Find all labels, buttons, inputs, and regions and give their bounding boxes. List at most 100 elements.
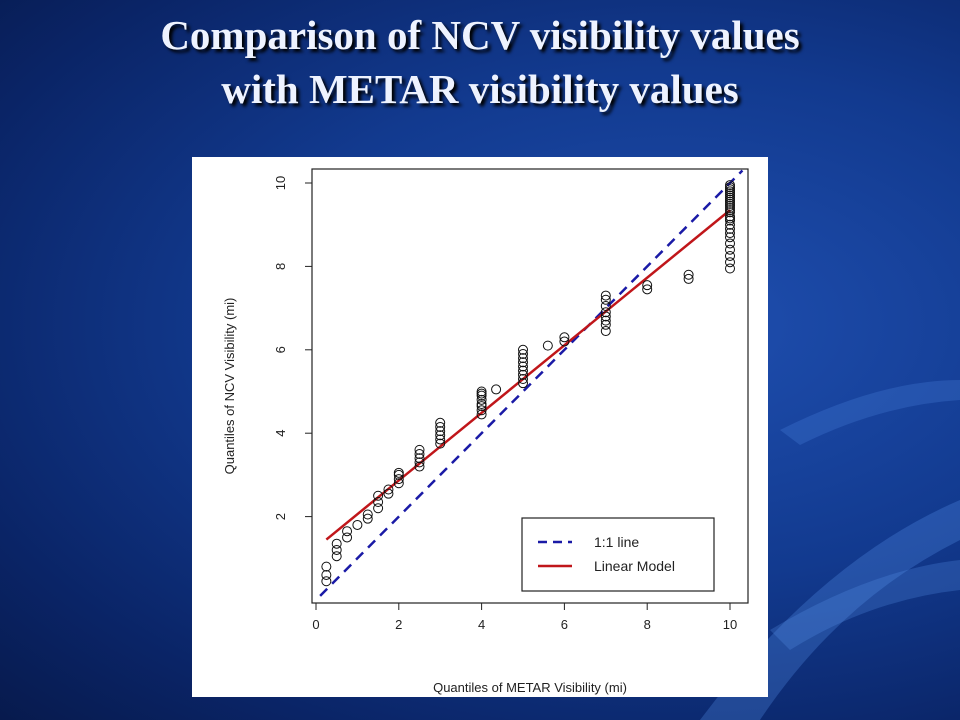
data-point [373, 503, 384, 514]
data-point [491, 384, 502, 395]
data-point [600, 326, 611, 337]
qq-plot: 0 2 4 6 8 10 2 4 6 8 10 Quantiles of METAR Visibil… [222, 168, 749, 695]
data-point [518, 353, 528, 364]
data-point [476, 405, 487, 416]
data-point [725, 250, 735, 261]
data-point [393, 474, 404, 485]
data-point [414, 457, 425, 468]
data-point [600, 319, 611, 330]
data-point [725, 257, 735, 268]
y-tick-label: 2 [273, 513, 288, 520]
data-point [542, 340, 553, 351]
axis-ticks: 0 2 4 6 8 10 2 4 6 8 10 [273, 176, 737, 632]
data-point [435, 430, 446, 441]
data-point [321, 561, 332, 572]
data-point [352, 519, 363, 530]
data-point [476, 386, 487, 397]
swoosh-arc-2 [780, 380, 960, 445]
data-point [435, 417, 446, 428]
data-point [600, 290, 611, 301]
data-point [725, 228, 735, 239]
data-point [383, 484, 394, 495]
swoosh-arc-3 [770, 560, 960, 650]
data-point [518, 369, 528, 380]
legend-box [521, 517, 715, 592]
data-point [518, 361, 528, 372]
data-point [362, 513, 373, 524]
y-tick-label: 10 [273, 176, 288, 190]
legend-label-one-to-one: 1:1 line [594, 534, 639, 550]
data-point [414, 453, 425, 464]
x-tick-label: 6 [561, 617, 568, 632]
slide-title: Comparison of NCV visibility values with… [0, 8, 960, 116]
one-to-one-line [319, 169, 744, 597]
plot-frame [311, 168, 749, 604]
data-point [342, 532, 353, 543]
x-tick-label: 8 [644, 617, 651, 632]
data-point [600, 311, 611, 322]
legend-label-linear-model: Linear Model [594, 558, 675, 574]
data-point [518, 357, 528, 368]
data-point [559, 336, 570, 347]
data-point [414, 461, 425, 472]
data-point [683, 273, 694, 284]
legend: 1:1 line Linear Model [521, 517, 715, 592]
data-point [725, 223, 735, 234]
data-point [725, 244, 735, 255]
data-point [362, 509, 373, 520]
data-point [331, 551, 342, 562]
data-point [600, 301, 611, 312]
data-point [559, 332, 570, 343]
y-tick-label: 4 [273, 430, 288, 437]
x-tick-label: 10 [723, 617, 737, 632]
data-point [476, 399, 487, 410]
data-point [321, 569, 332, 580]
linear-model-line [325, 209, 731, 541]
data-point [321, 576, 332, 587]
data-point [435, 421, 446, 432]
data-point [435, 438, 446, 449]
x-tick-label: 4 [478, 617, 485, 632]
data-point [435, 426, 446, 437]
data-points [321, 180, 735, 587]
data-point [518, 373, 528, 384]
data-point [476, 388, 487, 399]
data-point [725, 180, 735, 191]
data-point [476, 409, 487, 420]
data-point [725, 232, 735, 243]
y-tick-label: 6 [273, 346, 288, 353]
data-point [476, 394, 487, 405]
y-axis-label: Quantiles of NCV Visibility (mi) [222, 298, 237, 475]
data-point [642, 284, 653, 295]
data-point [600, 315, 611, 326]
data-point [373, 490, 384, 501]
data-point [518, 378, 528, 389]
data-point [518, 344, 528, 355]
data-point [393, 478, 404, 489]
x-axis-label: Quantiles of METAR Visibility (mi) [433, 680, 627, 695]
x-tick-label: 2 [395, 617, 402, 632]
data-point [518, 365, 528, 376]
data-point [518, 348, 528, 359]
data-point [725, 238, 735, 249]
data-point [414, 449, 425, 460]
data-point [600, 307, 611, 318]
data-point [393, 467, 404, 478]
data-point [725, 263, 735, 274]
chart-panel: 0 2 4 6 8 10 2 4 6 8 10 Quantiles of METAR Visibil… [192, 157, 768, 697]
series-lines [319, 169, 744, 597]
data-point [435, 434, 446, 445]
x-tick-label: 0 [312, 617, 319, 632]
y-tick-label: 8 [273, 263, 288, 270]
data-point [331, 544, 342, 555]
data-point [342, 526, 353, 537]
data-point [683, 269, 694, 280]
data-point [725, 219, 735, 230]
data-point [373, 497, 384, 508]
data-point [642, 280, 653, 291]
slide-title-line-1: Comparison of NCV visibility values [160, 12, 800, 58]
slide-title-line-2: with METAR visibility values [221, 66, 739, 112]
data-point [600, 294, 611, 305]
data-point [414, 444, 425, 455]
data-point [725, 211, 735, 222]
